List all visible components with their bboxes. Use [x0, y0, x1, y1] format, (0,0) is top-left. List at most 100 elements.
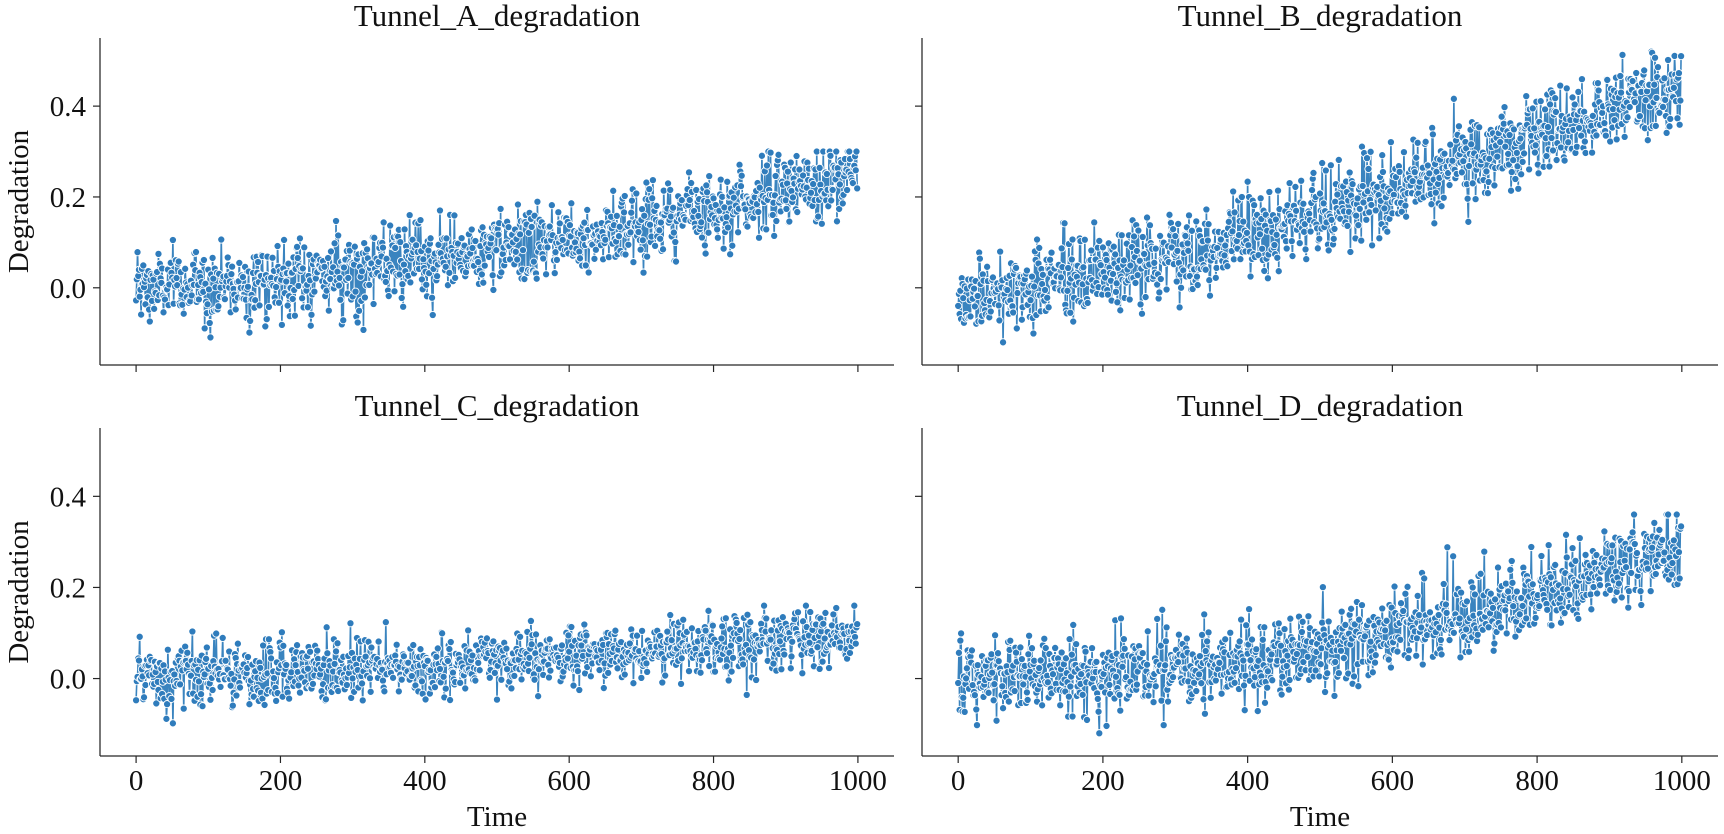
data-point — [1239, 217, 1248, 226]
data-point — [1211, 273, 1220, 282]
data-point — [671, 257, 681, 266]
data-point — [485, 252, 494, 262]
data-point — [468, 651, 477, 660]
data-point — [1610, 596, 1619, 605]
data-point — [1543, 123, 1552, 132]
data-point — [367, 643, 376, 652]
data-point — [1593, 589, 1602, 598]
data-point — [996, 247, 1005, 256]
x-tick-label: 600 — [547, 765, 591, 797]
data-point — [1547, 621, 1556, 630]
data-point — [1125, 295, 1134, 304]
data-point — [1614, 579, 1623, 588]
data-point — [1468, 583, 1477, 592]
data-point — [381, 277, 390, 286]
data-point — [399, 302, 408, 311]
data-point — [378, 676, 388, 685]
data-point — [336, 295, 345, 304]
data-point — [1204, 628, 1213, 637]
data-point — [1174, 658, 1183, 667]
data-point — [1046, 255, 1055, 264]
data-point — [1060, 219, 1069, 228]
data-point — [620, 191, 629, 201]
data-point — [1119, 635, 1128, 644]
data-point — [1004, 697, 1013, 706]
data-point — [612, 211, 621, 220]
data-point — [1574, 87, 1583, 96]
data-point — [1087, 246, 1096, 255]
data-point — [595, 666, 604, 675]
y-axis-title: Degradation — [3, 520, 35, 664]
data-point — [1282, 661, 1291, 671]
data-point — [467, 225, 476, 234]
data-point — [724, 676, 733, 685]
data-point — [684, 667, 694, 676]
data-point — [1066, 308, 1075, 317]
data-point — [1504, 587, 1513, 596]
x-tick-label: 600 — [1371, 765, 1415, 797]
data-point — [1624, 587, 1634, 596]
data-point — [558, 235, 567, 244]
data-point — [445, 268, 454, 277]
data-point — [1630, 539, 1639, 549]
data-point — [580, 620, 589, 629]
data-point — [1618, 50, 1627, 59]
data-point — [1292, 206, 1301, 215]
data-point — [1677, 522, 1686, 531]
data-point — [389, 673, 398, 682]
data-point — [1022, 266, 1031, 275]
data-point — [167, 694, 176, 703]
x-tick-label: 800 — [1515, 765, 1559, 797]
data-point — [1490, 639, 1499, 648]
data-point — [998, 682, 1007, 691]
data-point — [1193, 280, 1202, 290]
data-point — [1674, 548, 1683, 557]
data-point — [962, 664, 971, 673]
data-point — [1041, 644, 1050, 653]
data-point — [163, 700, 172, 709]
data-point — [1547, 133, 1556, 143]
data-point — [1112, 279, 1121, 288]
x-axis-title: Time — [1290, 801, 1350, 833]
data-point — [176, 680, 185, 689]
data-point — [243, 652, 253, 662]
data-point — [532, 274, 541, 283]
data-point — [1496, 623, 1505, 632]
data-point — [792, 151, 801, 161]
data-point — [832, 217, 842, 226]
data-point — [1616, 88, 1626, 97]
data-point — [1274, 619, 1283, 628]
panel-1: Tunnel_A_degradation 0.0 0.2 0.4 Degradation — [3, 0, 894, 372]
data-point — [586, 672, 595, 681]
data-point — [988, 668, 997, 677]
data-point — [1428, 130, 1437, 139]
data-point — [1221, 241, 1230, 250]
data-point — [703, 188, 712, 197]
data-point — [412, 241, 421, 250]
data-point — [1082, 715, 1092, 725]
data-point — [502, 644, 511, 653]
data-point — [621, 250, 630, 259]
data-point — [1079, 263, 1088, 272]
data-point — [1245, 605, 1254, 614]
data-point — [1102, 255, 1111, 265]
data-point — [1254, 656, 1263, 665]
data-point — [1446, 140, 1455, 149]
data-point — [1378, 604, 1387, 613]
data-point — [1230, 678, 1239, 687]
data-point — [1430, 219, 1439, 228]
data-point — [331, 216, 341, 226]
data-point — [1506, 565, 1515, 574]
data-point — [280, 235, 289, 245]
data-point — [1562, 84, 1571, 93]
data-point — [1560, 156, 1569, 165]
data-point — [962, 674, 971, 683]
data-point — [677, 679, 686, 688]
data-point — [1203, 637, 1212, 646]
data-point — [1337, 607, 1346, 616]
data-point — [705, 172, 714, 181]
data-point — [461, 684, 470, 693]
data-point — [1512, 148, 1521, 157]
data-point — [1648, 543, 1657, 552]
